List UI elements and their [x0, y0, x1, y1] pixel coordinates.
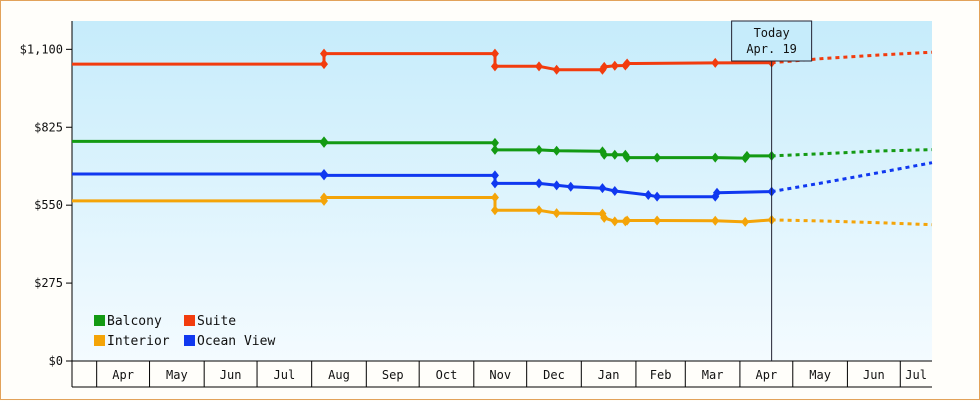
month-label: Oct	[436, 368, 458, 382]
month-label: Aug	[328, 368, 350, 382]
data-point	[711, 57, 720, 68]
y-tick-label: $275	[34, 276, 63, 290]
data-point	[490, 192, 499, 203]
data-point	[653, 215, 662, 226]
y-tick-label: $825	[34, 120, 63, 134]
series-balcony	[72, 136, 933, 164]
month-label: Apr	[112, 368, 134, 382]
data-point	[742, 150, 751, 161]
data-point	[490, 48, 499, 59]
legend-label: Ocean View	[197, 334, 275, 349]
today-date: Apr. 19	[746, 42, 797, 56]
data-point	[535, 178, 544, 189]
legend-swatch	[184, 335, 195, 346]
plot-background	[72, 21, 932, 361]
data-point	[490, 137, 499, 148]
data-point	[623, 58, 632, 69]
data-point	[711, 215, 720, 226]
month-label: Dec	[543, 368, 565, 382]
month-label: Jun	[220, 368, 242, 382]
data-point	[320, 48, 329, 59]
y-tick-label: $0	[49, 354, 63, 368]
today-box	[731, 20, 813, 62]
legend-label: Suite	[197, 314, 236, 329]
legend-item-suite: Suite	[184, 314, 236, 329]
data-point	[610, 149, 619, 160]
month-label: Jul	[905, 368, 927, 382]
data-point	[600, 61, 609, 72]
legend-swatch	[94, 335, 105, 346]
month-label: May	[809, 368, 831, 382]
data-point	[535, 61, 544, 72]
series-interior	[72, 192, 933, 227]
data-point	[320, 59, 329, 70]
data-point	[490, 170, 499, 181]
data-point	[644, 189, 653, 200]
data-point	[653, 152, 662, 163]
month-label: Jun	[863, 368, 885, 382]
y-tick-label: $550	[34, 198, 63, 212]
month-label: Apr	[756, 368, 778, 382]
data-point	[566, 181, 575, 192]
data-point	[490, 178, 499, 189]
month-label: Jan	[598, 368, 620, 382]
legend: Balcony Suite Interior Ocean View	[94, 314, 275, 349]
data-point	[600, 212, 609, 223]
today-label: Today	[754, 26, 790, 40]
data-point	[610, 216, 619, 227]
month-label: Nov	[489, 368, 511, 382]
series-layer	[72, 48, 933, 227]
data-point	[552, 180, 561, 191]
data-point	[552, 208, 561, 219]
month-label: Jul	[274, 368, 296, 382]
data-point	[711, 152, 720, 163]
month-label: Feb	[650, 368, 672, 382]
legend-item-interior: Interior	[94, 334, 170, 349]
legend-label: Interior	[107, 334, 170, 349]
legend-label: Balcony	[107, 314, 162, 329]
data-point	[623, 215, 632, 226]
today-marker: Today Apr. 19	[731, 20, 813, 361]
data-point	[490, 205, 499, 216]
x-axis: Apr May Jun Jul Aug Sep Oct Nov Dec Jan Feb Mar Apr M…	[72, 360, 932, 388]
data-point	[610, 60, 619, 71]
month-label: Sep	[382, 368, 404, 382]
data-point	[320, 192, 329, 203]
forecast-line	[771, 218, 933, 227]
data-point	[741, 216, 750, 227]
data-point	[490, 144, 499, 155]
forecast-line	[771, 148, 933, 158]
data-point	[600, 149, 609, 160]
data-point	[320, 170, 329, 181]
data-point	[610, 186, 619, 196]
series-ocean-view	[72, 161, 933, 202]
month-label: Mar	[702, 368, 724, 382]
forecast-line	[771, 161, 933, 194]
data-point	[598, 183, 607, 194]
month-label: May	[166, 368, 188, 382]
legend-swatch	[94, 315, 105, 326]
data-point	[490, 61, 499, 72]
legend-item-balcony: Balcony	[94, 314, 162, 329]
legend-swatch	[184, 315, 195, 326]
y-axis: $0 $275 $550 $825 $1,100	[20, 21, 73, 387]
data-point	[713, 187, 721, 198]
data-point	[320, 137, 329, 148]
data-point	[623, 152, 632, 163]
data-point	[535, 144, 544, 155]
legend-item-ocean-view: Ocean View	[184, 334, 275, 349]
data-point	[552, 64, 561, 75]
y-tick-label: $1,100	[20, 42, 63, 56]
data-point	[535, 205, 544, 216]
data-point	[653, 191, 662, 202]
data-point	[552, 145, 561, 156]
